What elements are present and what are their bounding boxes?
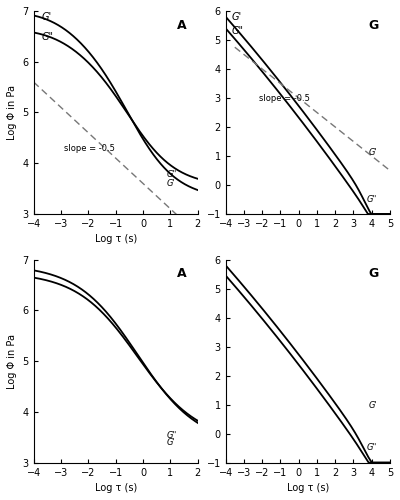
Text: G: G	[368, 268, 379, 280]
Text: G': G'	[166, 179, 175, 188]
X-axis label: Log τ (s): Log τ (s)	[95, 483, 137, 493]
Text: G': G'	[369, 400, 378, 409]
Text: G": G"	[166, 170, 177, 179]
Text: A: A	[177, 18, 186, 32]
Text: G": G"	[231, 26, 243, 36]
Text: G': G'	[231, 12, 241, 22]
Text: G': G'	[166, 438, 175, 447]
Text: slope = -0.5: slope = -0.5	[258, 94, 309, 103]
Text: G": G"	[366, 442, 377, 452]
Text: G": G"	[42, 32, 54, 42]
Text: G': G'	[42, 12, 52, 22]
X-axis label: Log τ (s): Log τ (s)	[95, 234, 137, 244]
Text: G: G	[368, 18, 379, 32]
Text: G": G"	[366, 196, 377, 204]
Text: A: A	[177, 268, 186, 280]
Y-axis label: Log Φ in Pa: Log Φ in Pa	[7, 85, 17, 140]
Y-axis label: Log Φ in Pa: Log Φ in Pa	[7, 334, 17, 388]
X-axis label: Log τ (s): Log τ (s)	[287, 483, 329, 493]
Text: G": G"	[166, 432, 177, 440]
Text: slope = -0.5: slope = -0.5	[64, 144, 115, 152]
Text: G': G'	[369, 148, 378, 156]
